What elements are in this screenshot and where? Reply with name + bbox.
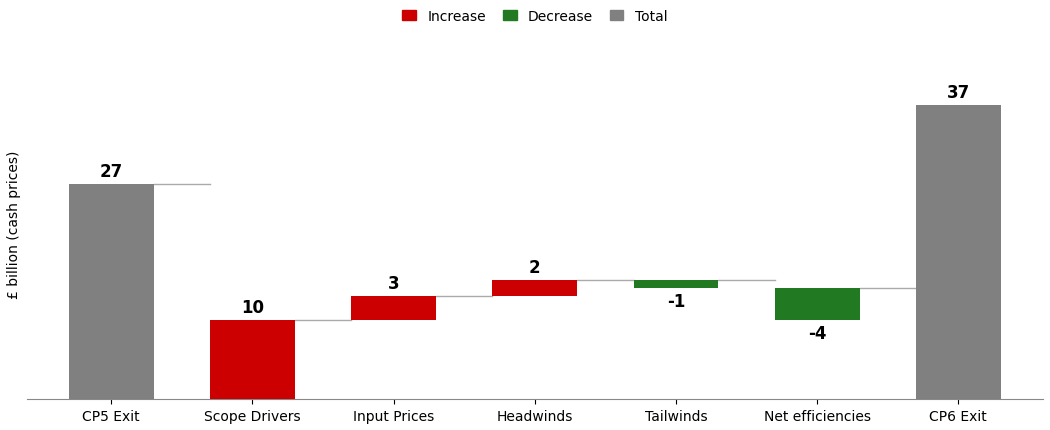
Text: 2: 2 [529, 258, 541, 276]
Text: 37: 37 [947, 83, 970, 101]
Y-axis label: £ billion (cash prices): £ billion (cash prices) [7, 150, 21, 298]
Bar [352, 296, 436, 320]
Legend: Increase, Decrease, Total: Increase, Decrease, Total [397, 4, 673, 29]
Bar [916, 105, 1001, 399]
Bar [210, 320, 295, 399]
Text: 27: 27 [100, 163, 123, 181]
Bar [69, 185, 153, 399]
Bar [775, 288, 860, 320]
Text: 3: 3 [387, 274, 399, 292]
Text: -1: -1 [667, 292, 686, 310]
Bar [633, 280, 718, 288]
Bar [492, 280, 578, 296]
Text: 10: 10 [240, 298, 264, 316]
Text: -4: -4 [807, 324, 826, 342]
